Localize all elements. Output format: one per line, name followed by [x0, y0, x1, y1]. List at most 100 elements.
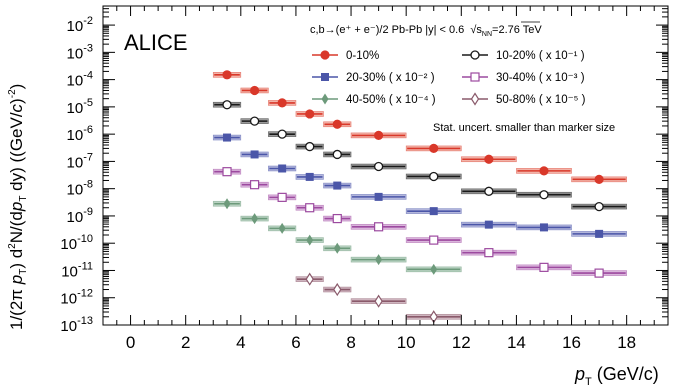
data-point	[594, 201, 604, 212]
y-title-part: ) d	[7, 249, 26, 269]
data-point	[333, 282, 342, 297]
x-tick-label: 16	[562, 333, 581, 352]
data-point	[373, 161, 384, 172]
y-tick-label: 10-12	[60, 288, 93, 308]
x-tick-label: 14	[507, 333, 526, 352]
legend-entry: 30-40% ( x 10⁻³ )	[462, 72, 585, 84]
y-title-part: dy) ((GeV/	[7, 112, 26, 195]
legend-entry: 40-50% ( x 10⁻⁴ )	[312, 93, 436, 106]
data-point	[374, 192, 383, 201]
legend-label: 10-20% ( x 10⁻¹ )	[496, 50, 585, 62]
y-axis-title-text: 1/(2π pT) d2N/(dpT dy) ((GeV/c)-2)	[7, 84, 29, 330]
sqrt-sign: √	[470, 24, 477, 36]
legend: 0-10% 10-20% ( x 10⁻¹ ) 20-30% ( x 10⁻² ) 3…	[312, 50, 586, 106]
data-point	[277, 192, 287, 202]
legend-marker	[470, 50, 480, 60]
y-tick-label: 10-8	[67, 179, 93, 199]
legend-label: 30-40% ( x 10⁻³ )	[496, 72, 585, 84]
data-point	[249, 116, 260, 126]
data-point	[249, 85, 260, 96]
data-point	[594, 174, 604, 184]
y-title-part: T	[18, 196, 29, 202]
data-point	[539, 262, 549, 272]
legend-marker	[470, 92, 480, 106]
axes: 0 2 4 6 8 10 12 14 16 18 10-2 10-3 10-4 10-5 10-6 10-7 1…	[60, 5, 669, 352]
y-title-part: N/(d	[7, 211, 26, 243]
y-title-part: T	[18, 269, 29, 275]
x-tick-label: 12	[452, 333, 471, 352]
energy-symbol: s	[476, 24, 482, 36]
y-title-part: -2	[7, 89, 18, 98]
data-point	[374, 294, 383, 308]
data-point	[430, 263, 438, 275]
legend-marker	[320, 50, 330, 60]
legend-entry: 20-30% ( x 10⁻² )	[312, 72, 435, 84]
data-point	[305, 172, 314, 181]
legend-entry: 50-80% ( x 10⁻⁵ )	[462, 92, 586, 106]
legend-label: 40-50% ( x 10⁻⁴ )	[346, 94, 436, 106]
data-point	[429, 207, 438, 216]
data-point	[429, 143, 439, 154]
data-point	[222, 70, 232, 80]
y-tick-label: 10-9	[67, 206, 93, 226]
legend-label: 50-80% ( x 10⁻⁵ )	[496, 94, 586, 106]
y-tick-label: 10-6	[67, 124, 93, 144]
data-point	[305, 141, 315, 152]
data-point	[250, 150, 259, 159]
x-tick-label: 10	[397, 333, 416, 352]
y-tick-label: 10-10	[60, 233, 93, 253]
y-tick-label: 10-4	[67, 70, 93, 90]
data-point	[251, 213, 259, 225]
y-tick-label: 10-11	[61, 260, 93, 280]
data-point	[333, 181, 342, 190]
data-point	[223, 133, 232, 142]
y-tick-label: 10-3	[67, 42, 93, 62]
data-point	[277, 129, 287, 139]
systematic-boxes	[212, 72, 627, 320]
data-point	[332, 213, 342, 224]
data-point	[277, 98, 287, 108]
x-tick-label: 4	[236, 333, 245, 352]
data-point	[484, 248, 494, 258]
data-point	[375, 254, 383, 266]
data-point	[222, 167, 232, 177]
x-tick-label: 8	[346, 333, 355, 352]
energy-equals: =	[492, 24, 498, 36]
data-point	[429, 171, 439, 182]
y-title-part: )	[7, 98, 26, 104]
data-point	[222, 100, 232, 110]
legend-entry: 0-10%	[312, 50, 379, 62]
data-point	[484, 154, 494, 164]
data-point	[539, 166, 549, 176]
legend-marker	[321, 73, 329, 81]
x-tick-label: 18	[617, 333, 636, 352]
legend-label: 0-10%	[346, 50, 379, 62]
legend-marker	[470, 72, 480, 82]
x-axis-title-unit: (GeV/c)	[592, 364, 659, 384]
data-point	[539, 190, 549, 200]
data-point	[249, 180, 260, 190]
x-tick-label: 0	[126, 333, 135, 352]
legend-entry: 10-20% ( x 10⁻¹ )	[462, 50, 585, 62]
process-label: c,b→(e⁺ + e⁻)/2 Pb-Pb |y| < 0.6 √sNN=2.7…	[310, 24, 542, 38]
data-point	[332, 119, 342, 129]
process-text: c,b→(e⁺ + e⁻)/2 Pb-Pb |y| < 0.6	[310, 24, 464, 36]
data-point	[305, 109, 315, 119]
data-point	[332, 149, 342, 160]
x-axis-title-sub: T	[585, 376, 592, 388]
data-point	[305, 203, 315, 213]
data-point	[429, 235, 439, 245]
data-markers	[214, 70, 626, 324]
data-point	[539, 223, 548, 232]
data-point	[374, 130, 384, 140]
data-point	[484, 220, 493, 229]
y-title-part: 2	[7, 243, 18, 249]
y-title-part: )	[7, 84, 26, 90]
legend-marker	[321, 93, 329, 105]
energy-subscript: NN	[482, 31, 492, 38]
y-title-part: 1/(2π	[7, 284, 26, 330]
data-point	[333, 242, 341, 254]
y-tick-label: 10-7	[67, 151, 93, 171]
y-tick-label: 10-2	[67, 15, 93, 35]
